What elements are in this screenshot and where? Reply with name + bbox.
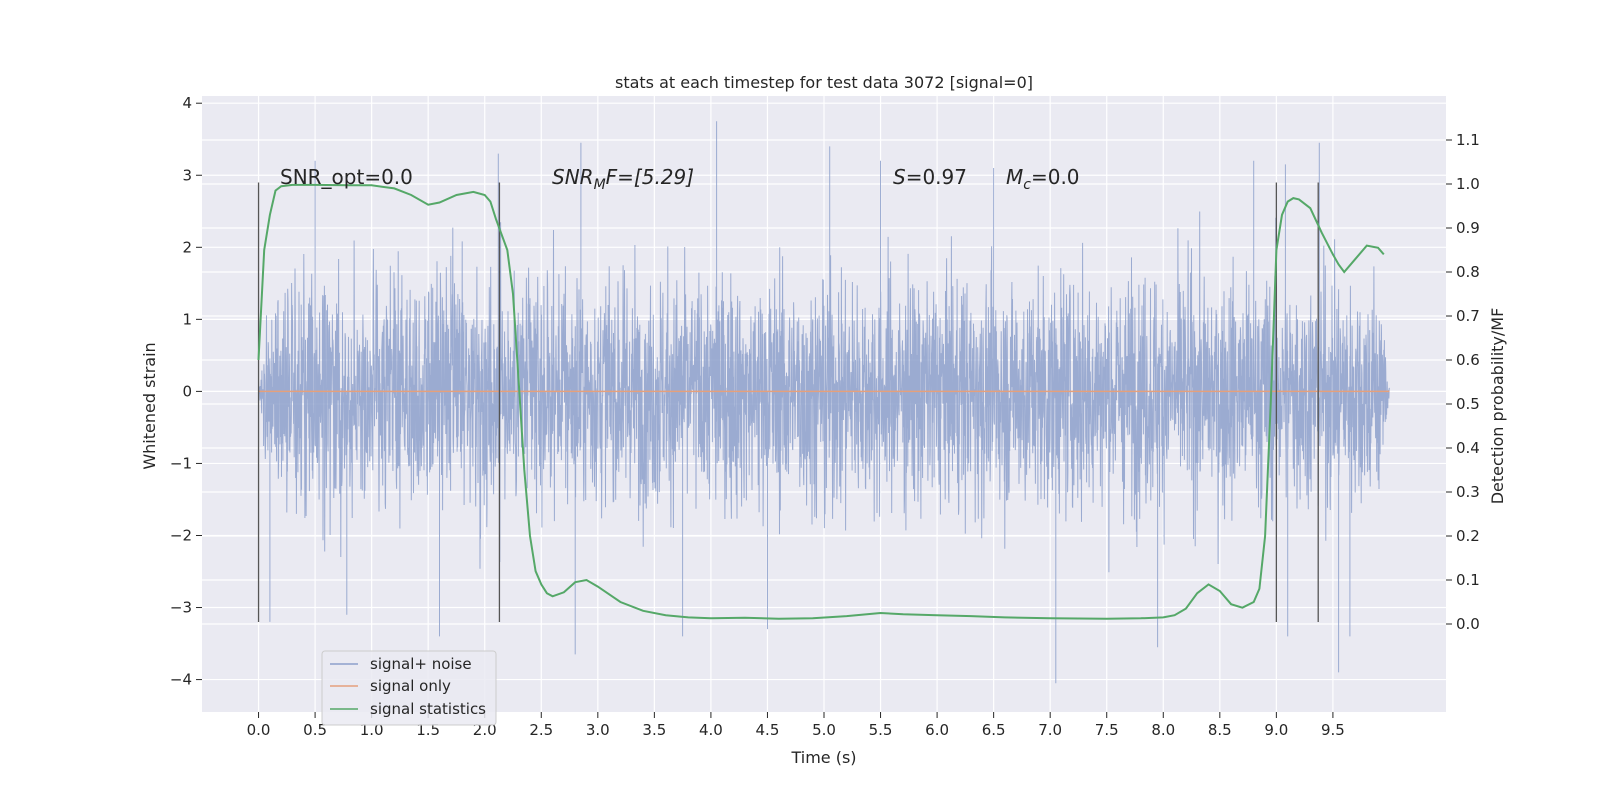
x-tick-label: 7.5 <box>1095 721 1119 739</box>
y-tick-label-right: 0.3 <box>1456 483 1480 501</box>
x-tick-label: 6.0 <box>925 721 949 739</box>
y-tick-label-right: 0.0 <box>1456 615 1480 633</box>
y-tick-label-right: 1.1 <box>1456 131 1480 149</box>
legend-label-signal-statistics: signal statistics <box>370 700 486 718</box>
y-axis-right-label: Detection probability/MF <box>1488 308 1507 505</box>
annotation-snr-mf: SNRMF=[5.29] <box>552 165 694 193</box>
legend: signal+ noise signal only signal statist… <box>321 650 497 726</box>
y-tick-label-left: −2 <box>170 526 192 544</box>
y-axis-right-ticks: 0.0 0.1 0.2 0.3 0.4 0.5 0.6 0.7 0.8 0.9 1.0 1.1 <box>1446 131 1480 633</box>
annotation-snr-mf-rest: F=[5.29] <box>606 165 694 189</box>
x-tick-label: 5.5 <box>869 721 893 739</box>
y-tick-label-right: 0.2 <box>1456 527 1480 545</box>
y-tick-label-right: 0.7 <box>1456 307 1480 325</box>
annotation-mc-sub: c <box>1023 177 1031 193</box>
y-tick-label-left: 4 <box>182 94 192 112</box>
signal-statistics-line <box>257 183 1385 620</box>
x-tick-label: 9.0 <box>1264 721 1288 739</box>
y-tick-label-right: 0.5 <box>1456 395 1480 413</box>
y-tick-label-left: 3 <box>182 166 192 184</box>
x-tick-label: 6.5 <box>982 721 1006 739</box>
y-tick-label-right: 0.4 <box>1456 439 1480 457</box>
x-tick-label: 8.0 <box>1151 721 1175 739</box>
x-tick-label: 3.5 <box>642 721 666 739</box>
x-tick-label: 2.5 <box>529 721 553 739</box>
y-tick-label-right: 0.6 <box>1456 351 1480 369</box>
y-tick-label-right: 0.1 <box>1456 571 1480 589</box>
annotation-snr-mf-name: SNR <box>552 165 594 189</box>
x-axis-label: Time (s) <box>790 748 856 767</box>
series-signal-statistics <box>257 183 1385 620</box>
y-axis-left-ticks: −4 −3 −2 −1 0 1 2 3 4 <box>170 94 202 689</box>
series-signal-plus-noise <box>258 121 1390 684</box>
annotation-mc-name: M <box>1006 165 1023 189</box>
y-tick-label-left: −1 <box>170 454 192 472</box>
y-tick-label-left: 0 <box>182 382 192 400</box>
y-tick-label-left: −4 <box>170 671 192 689</box>
x-tick-label: 8.5 <box>1208 721 1232 739</box>
y-tick-label-right: 0.9 <box>1456 219 1480 237</box>
x-tick-label: 9.5 <box>1321 721 1345 739</box>
x-tick-label: 0.5 <box>303 721 327 739</box>
y-tick-label-left: −3 <box>170 599 192 617</box>
x-tick-label: 0.0 <box>247 721 271 739</box>
annotation-snr-mf-sub: M <box>594 177 606 193</box>
y-tick-label-right: 1.0 <box>1456 175 1480 193</box>
signal-plus-noise-line <box>258 121 1390 684</box>
x-tick-label: 3.0 <box>586 721 610 739</box>
x-tick-label: 4.0 <box>699 721 723 739</box>
vertical-markers <box>257 182 1319 622</box>
annotation-mc-rest: =0.0 <box>1031 165 1080 189</box>
annotation-snr-opt: SNR_opt=0.0 <box>280 165 413 189</box>
annotation-s-name: S <box>893 165 906 189</box>
y-tick-label-left: 2 <box>182 238 192 256</box>
annotation-s: S=0.97 <box>893 165 967 189</box>
y-tick-label-left: 1 <box>182 310 192 328</box>
y-tick-label-right: 0.8 <box>1456 263 1480 281</box>
y-axis-left-label: Whitened strain <box>140 342 159 469</box>
x-tick-label: 4.5 <box>756 721 780 739</box>
annotation-s-rest: =0.97 <box>906 165 967 189</box>
legend-label-signal-plus-noise: signal+ noise <box>370 655 472 673</box>
x-tick-label: 5.0 <box>812 721 836 739</box>
legend-box <box>321 650 497 726</box>
x-tick-label: 7.0 <box>1038 721 1062 739</box>
annotation-mc: Mc=0.0 <box>1006 165 1080 193</box>
legend-label-signal-only: signal only <box>370 677 451 695</box>
chart-title: stats at each timestep for test data 307… <box>615 73 1033 92</box>
